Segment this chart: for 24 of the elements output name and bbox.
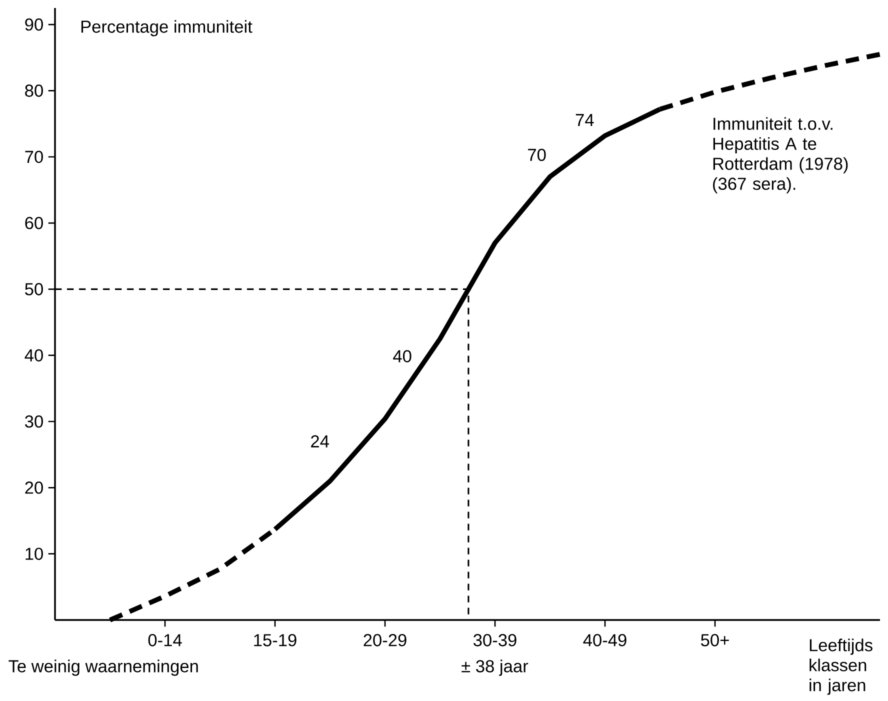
y-tick-label: 30 — [25, 415, 43, 428]
y-tick-label: 50 — [25, 283, 43, 296]
annotation: 74 — [576, 114, 594, 126]
x-tick-label: 30-39 — [474, 634, 516, 646]
x-tick-label: 20-29 — [364, 634, 406, 646]
x-tick-label: 40-49 — [583, 634, 626, 646]
y-tick-label: 60 — [25, 216, 43, 230]
annotation: 40 — [393, 350, 412, 362]
x-tick-label: 15-19 — [254, 634, 296, 646]
y-tick-label: 70 — [25, 150, 43, 163]
y-tick-label: 10 — [26, 548, 43, 560]
text: Te weinig waarnemingen — [8, 660, 198, 676]
y-tick-label: 80 — [25, 84, 43, 97]
y-tick-label: 20 — [25, 482, 43, 494]
text: ± 38 jaar — [462, 660, 528, 676]
x-tick-label: 50+ — [700, 634, 729, 646]
annotation: Immuniteit t.o.v. Hepatitis A te Rotterdam (1978) (367 sera). — [713, 117, 848, 194]
y-axis-title: Percentage immuniteit — [81, 20, 252, 36]
y-tick-label: 90 — [25, 18, 43, 31]
annotation: 70 — [528, 148, 546, 162]
annotation: 24 — [311, 435, 329, 448]
y-tick-label: 40 — [24, 349, 43, 362]
x-axis-title: Leeftijds klassen in jaren — [810, 638, 872, 695]
x-tick-label: 0-14 — [148, 634, 182, 646]
